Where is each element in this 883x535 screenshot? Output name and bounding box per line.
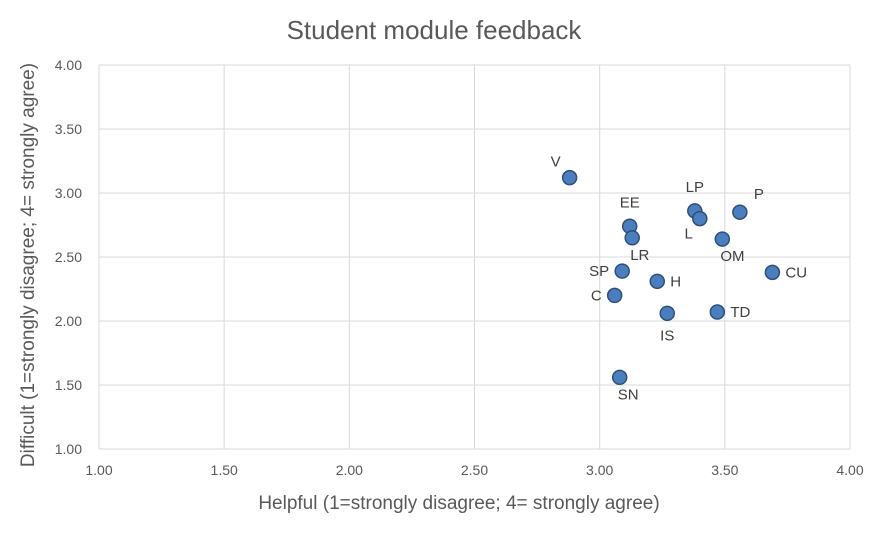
data-point — [732, 204, 748, 220]
y-tick-label: 2.00 — [55, 313, 82, 329]
data-label: L — [684, 226, 692, 243]
x-tick-label: 2.00 — [336, 462, 363, 478]
data-label: P — [754, 186, 764, 203]
data-label: OM — [720, 248, 744, 265]
data-point — [692, 210, 708, 227]
y-tick-label: 3.50 — [55, 121, 82, 137]
gridlines — [98, 64, 851, 450]
data-label: TD — [730, 304, 750, 321]
x-tick-label: 2.50 — [461, 462, 488, 478]
data-label: SP — [589, 263, 609, 280]
data-label: LR — [630, 247, 649, 264]
chart-title: Student module feedback — [287, 15, 583, 45]
x-tick-label: 4.00 — [836, 462, 863, 478]
y-axis-title: Difficult (1=strongly disagree; 4= stron… — [18, 63, 39, 467]
y-tick-label: 1.50 — [55, 377, 82, 393]
data-point — [561, 169, 578, 186]
data-point — [606, 287, 623, 304]
data-point — [709, 304, 726, 320]
y-tick-label: 2.50 — [55, 249, 82, 265]
data-point — [659, 305, 676, 322]
data-label: EE — [620, 194, 640, 211]
data-point — [714, 231, 731, 247]
x-tick-label: 3.50 — [711, 462, 738, 478]
x-tick-label: 3.00 — [586, 462, 613, 478]
data-point — [764, 264, 781, 281]
y-tick-label: 4.00 — [55, 57, 82, 73]
data-label: H — [670, 273, 681, 290]
data-point — [611, 369, 628, 386]
y-tick-label: 3.00 — [55, 185, 82, 201]
x-tick-label: 1.50 — [211, 462, 238, 478]
data-label: LP — [686, 179, 704, 196]
data-label: CU — [785, 264, 807, 281]
data-point — [624, 230, 640, 246]
data-label: SN — [618, 386, 639, 403]
data-label: C — [591, 287, 602, 304]
x-axis-title: Helpful (1=strongly disagree; 4= strongl… — [258, 493, 659, 514]
y-tick-label: 1.00 — [55, 441, 82, 457]
data-label: IS — [660, 327, 674, 344]
data-point — [649, 273, 665, 290]
x-tick-label: 1.00 — [85, 462, 112, 478]
tick-labels: 1.00 1.50 2.00 2.50 3.00 3.50 4.00 1.00 1.50 2.00… — [55, 57, 864, 478]
data-label: V — [551, 154, 561, 171]
data-point — [614, 263, 630, 279]
data-points — [561, 169, 781, 386]
